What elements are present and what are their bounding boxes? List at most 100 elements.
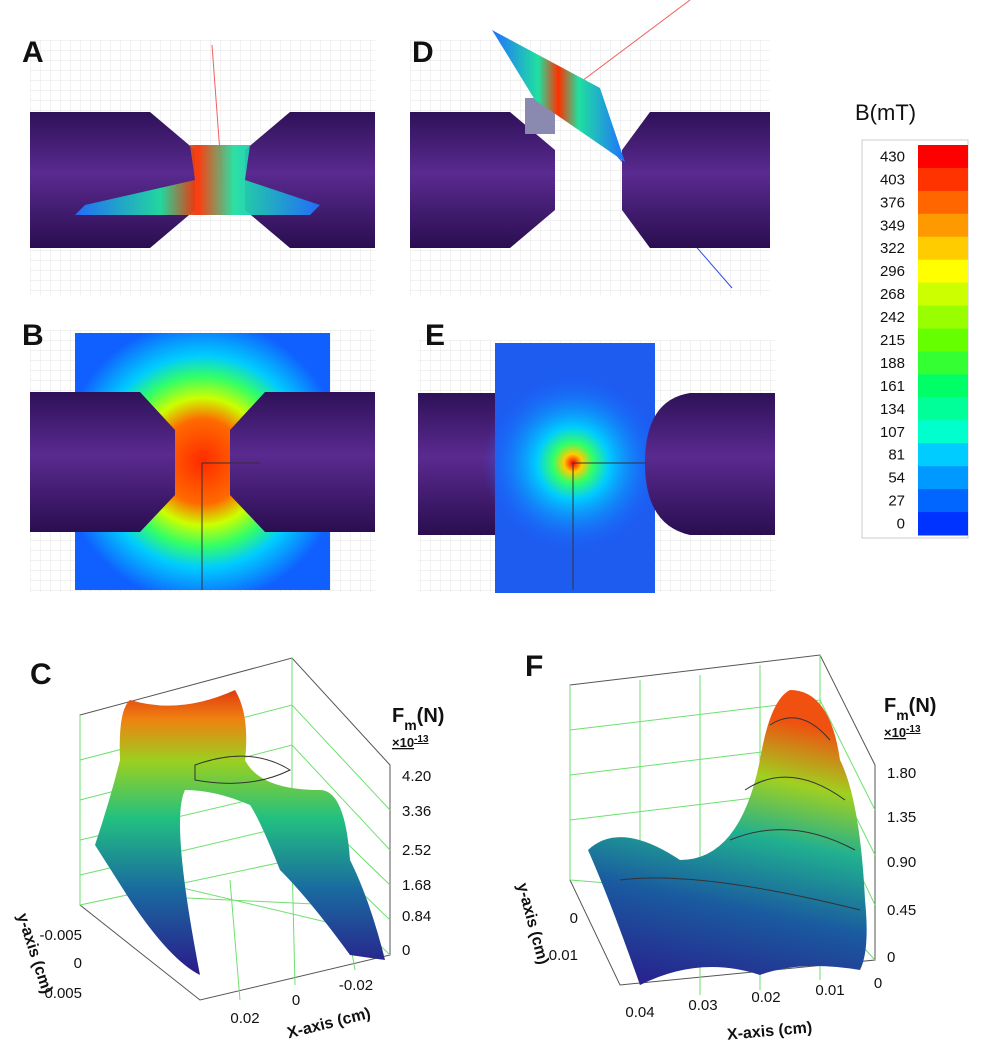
x-axis-label: X-axis (cm) [726, 1019, 813, 1043]
multiplier: ×10-13 [392, 734, 429, 751]
z-tick-label: 2.52 [402, 842, 431, 859]
colorbar-tick-label: 403 [880, 171, 905, 188]
panel-label: F [525, 650, 543, 683]
magnet [410, 112, 555, 248]
y-axis-label: y-axis (cm) [13, 911, 55, 996]
colorbar-tick-label: 296 [880, 263, 905, 280]
multiplier-base: ×10 [392, 735, 414, 750]
x-tick-label: 0 [874, 975, 882, 992]
colorbar-band [918, 420, 968, 444]
colorbar-tick-label: 376 [880, 194, 905, 211]
multiplier-exponent: -13 [414, 734, 429, 745]
colorbar-tick-label: 215 [880, 332, 905, 349]
panel-e: E [418, 319, 775, 593]
multiplier: ×10-13 [884, 724, 921, 741]
axis-line [569, 0, 691, 91]
z-tick-label: 3.36 [402, 803, 431, 820]
magnet [230, 392, 375, 532]
panel-b: B [22, 319, 375, 592]
y-tick-label: 0.005 [44, 985, 82, 1002]
force-label: Fm(N) [884, 695, 936, 723]
panel-label: D [412, 36, 434, 69]
panel-c: C [30, 657, 391, 1001]
z-tick-label: 1.35 [887, 809, 916, 826]
x-tick-label: 0.02 [230, 1010, 259, 1027]
colorbar-tick-label: 349 [880, 217, 905, 234]
x-tick-label: -0.02 [339, 977, 373, 994]
colorbar-tick-label: 161 [880, 378, 905, 395]
z-tick-label: 0 [402, 942, 410, 959]
colorbar-tick-label: 0 [897, 516, 905, 533]
panel-label: B [22, 319, 44, 352]
x-axis-label: X-axis (cm) [285, 1005, 372, 1042]
y-tick-label: -0.005 [39, 927, 82, 944]
magnet [30, 112, 195, 248]
y-tick-label: 0 [74, 955, 82, 972]
x-tick-label: 0.01 [815, 982, 844, 999]
colorbar-tick-label: 27 [888, 493, 905, 510]
colorbar-band [918, 466, 968, 490]
colorbar-band [918, 374, 968, 398]
colorbar-tick-label: 430 [880, 148, 905, 165]
colorbar-band [918, 190, 968, 215]
magnet [30, 392, 175, 532]
colorbar-tick-label: 268 [880, 286, 905, 303]
colorbar-band [918, 213, 968, 238]
colorbar-tick-label: 107 [880, 424, 905, 441]
force-label-unit: (N) [417, 705, 445, 727]
force-label-unit: (N) [909, 695, 937, 717]
grid-3d [79, 657, 391, 1001]
colorbar-band [918, 328, 968, 352]
z-tick-label: 1.68 [402, 877, 431, 894]
z-tick-label: 0.84 [402, 908, 431, 925]
force-label-subscript: m [896, 707, 908, 723]
panel-label: A [22, 36, 44, 69]
field-plane [492, 30, 625, 162]
colorbar-band [918, 145, 968, 169]
axis-line [201, 462, 260, 590]
force-label-subscript: m [404, 717, 416, 733]
force-label: Fm(N) [392, 705, 444, 733]
z-tick-label: 4.20 [402, 768, 431, 785]
surface [588, 690, 867, 985]
colorbar-tick-label: 134 [880, 401, 905, 418]
field-plane [75, 145, 320, 215]
multiplier-exponent: -13 [906, 724, 921, 735]
y-axis-label: y-axis (cm) [513, 881, 551, 966]
z-tick-label: 0 [887, 949, 895, 966]
colorbar-tick-label: 81 [888, 447, 905, 464]
colorbar-tick-label: 322 [880, 240, 905, 257]
y-tick-label: 0.01 [549, 947, 578, 964]
colorbar-tick-label: 242 [880, 309, 905, 326]
colorbar-band [918, 236, 968, 261]
magnet [418, 393, 500, 535]
y-tick-label: 0 [570, 910, 578, 927]
x-tick-label: 0.03 [688, 997, 717, 1014]
colorbar-tick-label: 188 [880, 355, 905, 372]
colorbar-band [918, 397, 968, 421]
colorbar-band [918, 512, 968, 536]
colorbar-title: B(mT) [855, 100, 916, 125]
magnet [622, 112, 770, 248]
contours [619, 717, 861, 911]
z-tick-label: 1.80 [887, 765, 916, 782]
colorbar-band [918, 351, 968, 375]
colorbar-tick-label: 54 [888, 470, 905, 487]
colorbar: B(mT) 430 403 376 349 322 296 268 242 215 188 161 1… [855, 100, 969, 539]
colorbar-band [918, 489, 968, 513]
x-tick-label: 0 [292, 992, 300, 1009]
force-label-symbol: F [884, 695, 896, 717]
contour [194, 755, 292, 784]
surface [95, 690, 385, 975]
panel-f: F [525, 650, 876, 995]
x-tick-label: 0.04 [625, 1004, 654, 1021]
colorbar-band [918, 167, 968, 192]
axis-line [572, 462, 645, 590]
panel-label: C [30, 658, 52, 691]
panel-d: D [410, 0, 770, 295]
colorbar-band [918, 259, 968, 284]
z-tick-label: 0.90 [887, 854, 916, 871]
magnet [645, 393, 775, 535]
z-tick-label: 0.45 [887, 902, 916, 919]
